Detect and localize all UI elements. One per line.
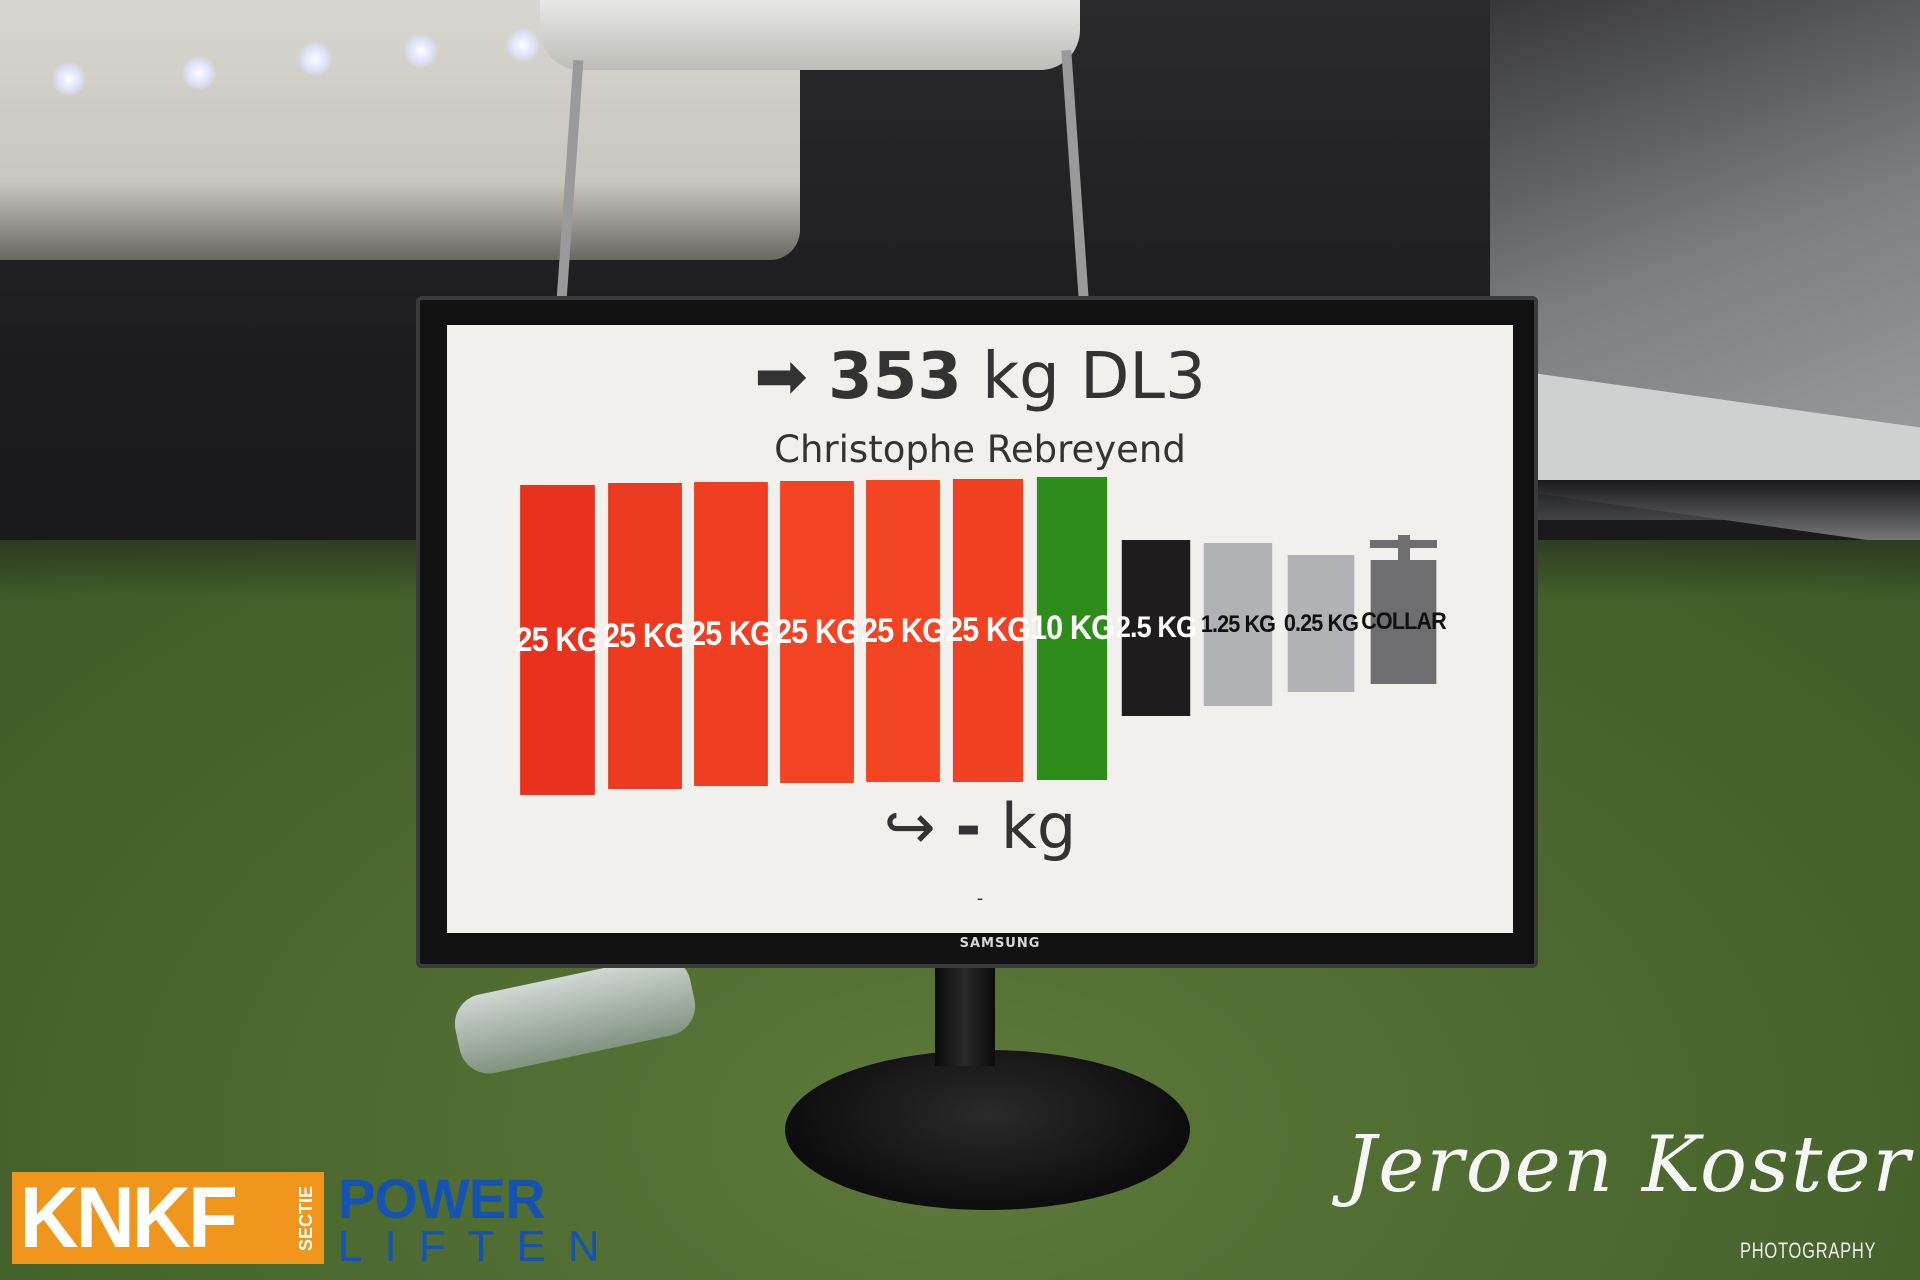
footer-text: - <box>976 888 984 909</box>
logo-liften: LIFTEN <box>338 1222 622 1271</box>
plate-label: 25 KG <box>775 612 860 651</box>
plate-label: 2.5 KG <box>1115 611 1197 644</box>
stage-light <box>182 56 216 90</box>
monitor-base <box>785 1050 1190 1210</box>
hook-arrow-icon: ↪ <box>883 790 936 863</box>
attempt-title: ➡ 353 kg DL3 <box>447 340 1513 414</box>
next-weight: - <box>955 790 982 863</box>
plate-10-kg: 10 KG <box>1030 477 1115 780</box>
plate-label: COLLAR <box>1361 608 1446 635</box>
logo-side: SECTIE <box>296 1185 316 1251</box>
plate-label: 25 KG <box>689 614 774 653</box>
plate-collar: COLLAR <box>1361 560 1447 684</box>
monitor-neck <box>935 966 995 1066</box>
stage-light <box>506 28 540 62</box>
plate-0-25-kg: 0.25 KG <box>1284 555 1359 692</box>
right-arrow-icon: ➡ <box>754 340 808 414</box>
monitor-brand: SAMSUNG <box>959 936 1041 951</box>
attempt-unit: kg <box>982 340 1060 414</box>
stage-light <box>298 42 332 76</box>
collar-stem <box>1397 535 1410 561</box>
logo-power: POWER <box>338 1167 546 1230</box>
plate-25-kg: 25 KG <box>689 482 774 786</box>
plate-1-25-kg: 1.25 KG <box>1200 543 1276 706</box>
knkf-logo: KNKF SECTIE <box>12 1172 324 1264</box>
lifter-name: Christophe Rebreyend <box>774 428 1186 471</box>
photographer-tagline: PHOTOGRAPHY <box>1740 1238 1877 1263</box>
next-attempt: ↪ - kg <box>447 790 1513 863</box>
chair-seat <box>540 0 1080 70</box>
attempt-weight: 353 <box>828 340 962 414</box>
logo-main: KNKF <box>19 1170 238 1266</box>
plate-label: 25 KG <box>515 620 601 659</box>
plate-25-kg: 25 KG <box>775 481 860 783</box>
stage-light <box>404 34 438 68</box>
plate-25-kg: 25 KG <box>946 479 1031 782</box>
plate-label: 25 KG <box>861 611 946 650</box>
plate-25-kg: 25 KG <box>603 483 688 789</box>
photographer-signature: Jeroen Koster <box>1345 1120 1912 1210</box>
plate-label: 25 KG <box>603 616 688 655</box>
attempt-label: DL3 <box>1080 340 1206 414</box>
plate-25-kg: 25 KG <box>861 480 946 782</box>
plate-2-5-kg: 2.5 KG <box>1116 540 1197 716</box>
plate-label: 0.25 KG <box>1283 609 1359 637</box>
plate-label: 25 KG <box>946 611 1031 649</box>
plate-25-kg: 25 KG <box>516 485 600 795</box>
next-unit: kg <box>1000 790 1077 863</box>
plate-label: 1.25 KG <box>1200 610 1276 638</box>
stage-light <box>52 62 86 96</box>
plate-label: 10 KG <box>1030 609 1115 647</box>
